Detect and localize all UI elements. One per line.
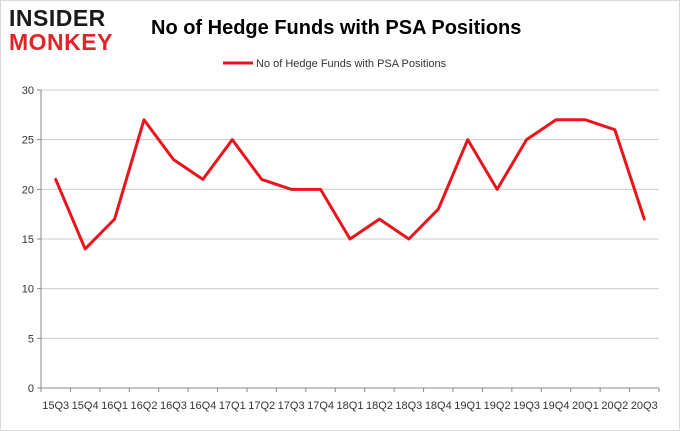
x-tick-label: 19Q3: [513, 400, 540, 412]
y-tick-label: 20: [22, 184, 34, 196]
x-tick-label: 20Q3: [631, 400, 658, 412]
x-tick-label: 17Q1: [219, 400, 246, 412]
x-tick-label: 20Q1: [572, 400, 599, 412]
insider-monkey-logo: INSIDER MONKEY: [9, 7, 131, 57]
x-tick-label: 16Q3: [160, 400, 187, 412]
grid-lines: [37, 89, 659, 389]
x-tick-label: 17Q3: [278, 400, 305, 412]
legend: No of Hedge Funds with PSA Positions: [223, 58, 447, 70]
legend-label: No of Hedge Funds with PSA Positions: [256, 58, 447, 70]
x-tick-label: 19Q2: [484, 400, 511, 412]
x-tick-label: 19Q4: [543, 400, 570, 412]
x-tick-label: 19Q1: [454, 400, 481, 412]
x-tick-labels: 15Q3 15Q4 16Q1 16Q2 16Q3 16Q4 17Q1 17Q2 17Q3 17Q4…: [42, 400, 657, 412]
y-tick-label: 30: [22, 85, 34, 97]
x-tick-label: 15Q4: [72, 400, 99, 412]
x-tick-label: 18Q1: [337, 400, 364, 412]
y-tick-label: 5: [28, 333, 34, 345]
y-tick-labels: 0 5 10 15 20 25 30: [22, 85, 34, 395]
logo-top-text: INSIDER: [9, 5, 106, 31]
x-tick-label: 20Q2: [601, 400, 628, 412]
x-tick-label: 16Q1: [101, 400, 128, 412]
y-tick-label: 10: [22, 284, 34, 296]
y-tick-label: 0: [28, 383, 34, 395]
x-tick-label: 16Q2: [131, 400, 158, 412]
x-tick-label: 17Q2: [248, 400, 275, 412]
x-tick-label: 16Q4: [189, 400, 216, 412]
x-tick-label: 18Q2: [366, 400, 393, 412]
y-tick-label: 25: [22, 135, 34, 147]
x-tick-label: 18Q4: [425, 400, 452, 412]
logo-bottom-text: MONKEY: [9, 29, 113, 55]
x-tick-label: 18Q3: [395, 400, 422, 412]
axes: [40, 90, 660, 392]
x-tick-label: 15Q3: [42, 400, 69, 412]
series-line: [54, 118, 646, 251]
chart-title: No of Hedge Funds with PSA Positions: [151, 17, 522, 39]
series-lines: [54, 118, 646, 251]
y-tick-label: 15: [22, 234, 34, 246]
x-tick-label: 17Q4: [307, 400, 334, 412]
